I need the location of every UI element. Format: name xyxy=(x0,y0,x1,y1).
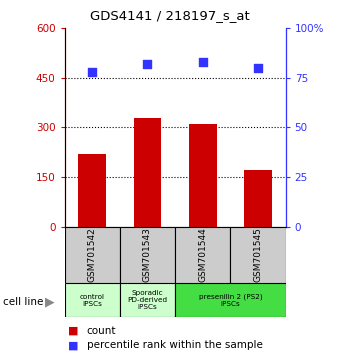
Text: presenilin 2 (PS2)
iPSCs: presenilin 2 (PS2) iPSCs xyxy=(199,293,262,307)
Bar xyxy=(134,118,161,227)
Bar xyxy=(189,124,217,227)
Point xyxy=(145,61,150,67)
Text: cell line: cell line xyxy=(3,297,44,307)
Text: count: count xyxy=(87,326,116,336)
Point xyxy=(89,69,95,75)
Text: GDS4141 / 218197_s_at: GDS4141 / 218197_s_at xyxy=(90,9,250,22)
Bar xyxy=(65,227,120,283)
Text: percentile rank within the sample: percentile rank within the sample xyxy=(87,340,262,350)
Text: GSM701544: GSM701544 xyxy=(198,228,207,282)
Text: ▶: ▶ xyxy=(45,295,54,308)
Text: GSM701543: GSM701543 xyxy=(143,227,152,282)
Bar xyxy=(175,283,286,317)
Point xyxy=(255,65,261,71)
Text: ■: ■ xyxy=(68,340,79,350)
Bar xyxy=(120,283,175,317)
Text: Sporadic
PD-derived
iPSCs: Sporadic PD-derived iPSCs xyxy=(128,290,168,310)
Text: GSM701545: GSM701545 xyxy=(254,227,262,282)
Bar xyxy=(175,227,230,283)
Point xyxy=(200,59,205,65)
Text: control
IPSCs: control IPSCs xyxy=(80,293,105,307)
Text: GSM701542: GSM701542 xyxy=(88,228,97,282)
Bar xyxy=(79,154,106,227)
Bar xyxy=(230,227,286,283)
Bar xyxy=(244,170,272,227)
Bar xyxy=(65,283,120,317)
Text: ■: ■ xyxy=(68,326,79,336)
Bar xyxy=(120,227,175,283)
